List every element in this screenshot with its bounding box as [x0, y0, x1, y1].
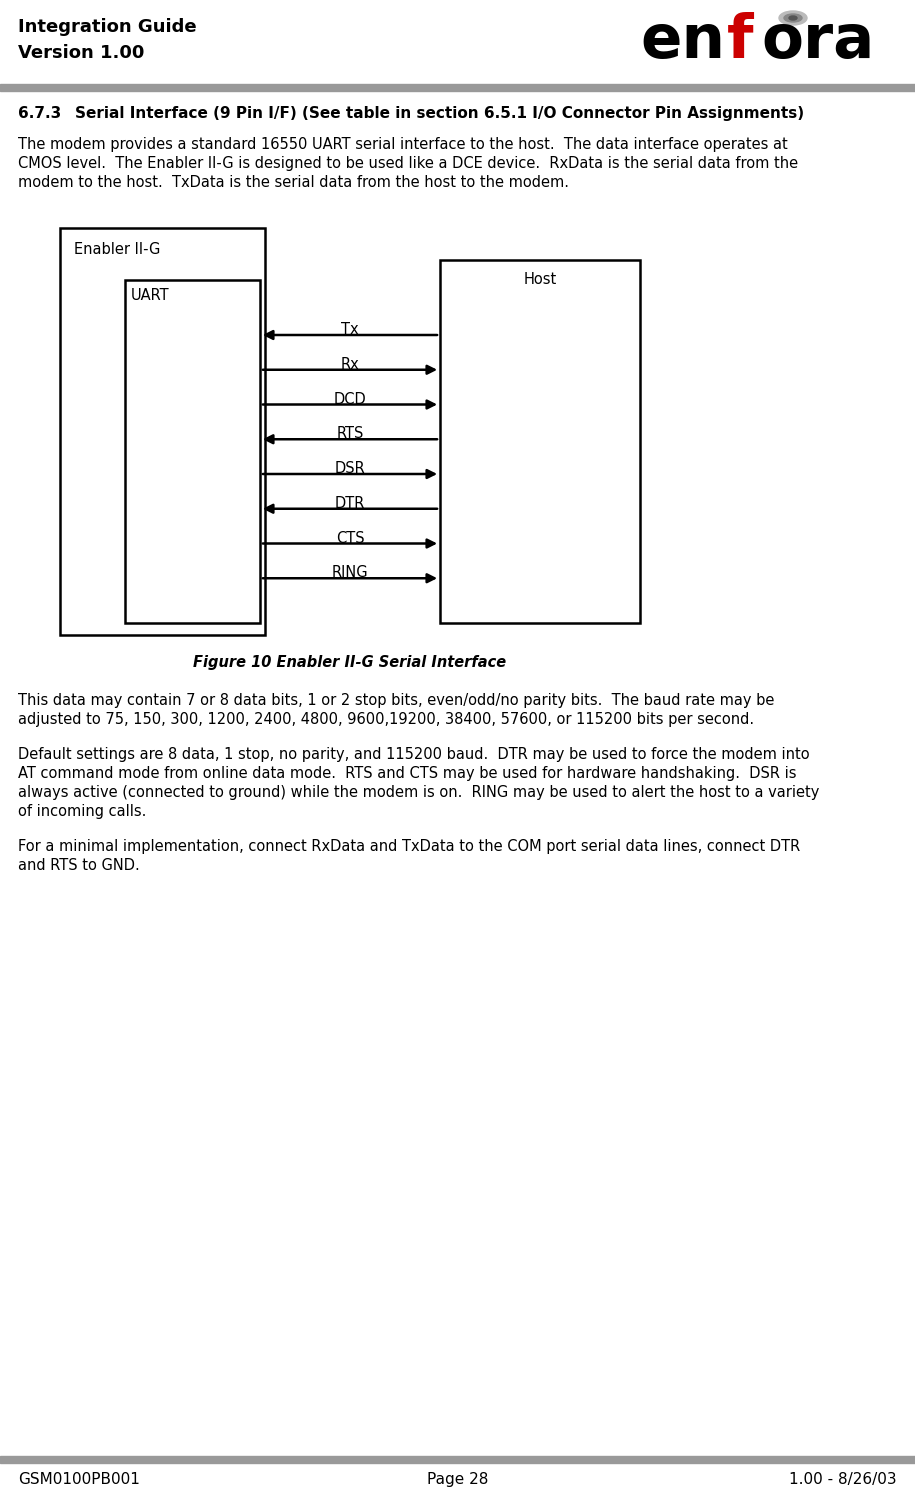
- Text: Enabler II-G: Enabler II-G: [74, 242, 160, 258]
- Text: f: f: [727, 12, 753, 71]
- Text: RING: RING: [331, 565, 369, 580]
- Text: DTR: DTR: [335, 495, 365, 511]
- Text: modem to the host.  TxData is the serial data from the host to the modem.: modem to the host. TxData is the serial …: [18, 175, 569, 190]
- Text: Page 28: Page 28: [426, 1471, 489, 1486]
- Ellipse shape: [779, 11, 807, 26]
- Text: RTS: RTS: [337, 426, 363, 441]
- Text: 1.00 - 8/26/03: 1.00 - 8/26/03: [790, 1471, 897, 1486]
- Ellipse shape: [784, 14, 802, 23]
- Text: GSM0100PB001: GSM0100PB001: [18, 1471, 140, 1486]
- Bar: [125, 280, 260, 623]
- Text: This data may contain 7 or 8 data bits, 1 or 2 stop bits, even/odd/no parity bit: This data may contain 7 or 8 data bits, …: [18, 693, 774, 708]
- Bar: [440, 261, 640, 623]
- Text: Figure 10 Enabler II-G Serial Interface: Figure 10 Enabler II-G Serial Interface: [193, 655, 507, 670]
- Text: adjusted to 75, 150, 300, 1200, 2400, 4800, 9600,19200, 38400, 57600, or 115200 : adjusted to 75, 150, 300, 1200, 2400, 48…: [18, 712, 754, 727]
- Text: Tx: Tx: [341, 322, 359, 337]
- Text: Rx: Rx: [340, 357, 360, 372]
- Text: DCD: DCD: [334, 392, 366, 407]
- Text: CMOS level.  The Enabler II-G is designed to be used like a DCE device.  RxData : CMOS level. The Enabler II-G is designed…: [18, 157, 798, 172]
- Text: The modem provides a standard 16550 UART serial interface to the host.  The data: The modem provides a standard 16550 UART…: [18, 137, 788, 152]
- Text: Integration Guide: Integration Guide: [18, 18, 197, 36]
- Text: For a minimal implementation, connect RxData and TxData to the COM port serial d: For a minimal implementation, connect Rx…: [18, 839, 801, 854]
- Text: Host: Host: [523, 273, 556, 288]
- Text: 6.7.3: 6.7.3: [18, 105, 61, 120]
- Ellipse shape: [789, 17, 797, 20]
- Text: Version 1.00: Version 1.00: [18, 44, 145, 62]
- Text: CTS: CTS: [336, 530, 364, 545]
- Text: Serial Interface (9 Pin I/F) (See table in section 6.5.1 I/O Connector Pin Assig: Serial Interface (9 Pin I/F) (See table …: [75, 105, 804, 120]
- Text: AT command mode from online data mode.  RTS and CTS may be used for hardware han: AT command mode from online data mode. R…: [18, 767, 796, 782]
- Text: UART: UART: [131, 288, 169, 303]
- Text: ora: ora: [761, 12, 874, 71]
- Bar: [0, 1456, 915, 1462]
- Text: DSR: DSR: [335, 461, 365, 476]
- Bar: [60, 227, 265, 636]
- Text: of incoming calls.: of incoming calls.: [18, 804, 146, 819]
- Text: always active (connected to ground) while the modem is on.  RING may be used to : always active (connected to ground) whil…: [18, 785, 819, 800]
- Bar: [0, 84, 915, 90]
- Text: Default settings are 8 data, 1 stop, no parity, and 115200 baud.  DTR may be use: Default settings are 8 data, 1 stop, no …: [18, 747, 810, 762]
- Text: and RTS to GND.: and RTS to GND.: [18, 858, 140, 873]
- Text: en: en: [640, 12, 725, 71]
